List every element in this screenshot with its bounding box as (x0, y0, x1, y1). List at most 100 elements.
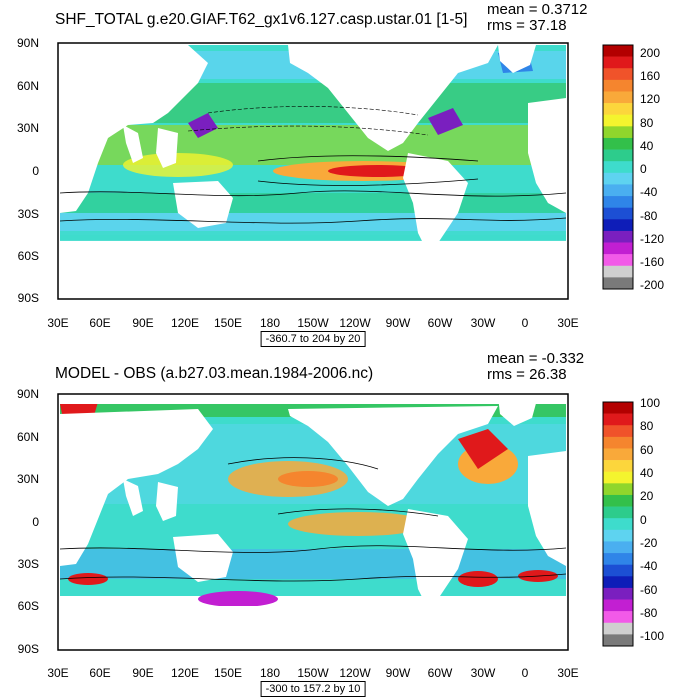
colorbar-swatch (603, 413, 633, 426)
y-label: 60S (17, 599, 39, 613)
map-panel-shf-total: SHF_TOTAL g.e20.GIAF.T62_gx1v6.127.casp.… (16, 1, 665, 347)
colorbar-swatch (603, 265, 633, 278)
x-label: 180 (259, 316, 281, 330)
colorbar-label: -120 (640, 232, 665, 246)
colorbar-label: 80 (640, 419, 654, 433)
mean-value: mean = -0.332 (487, 350, 585, 367)
colorbar (602, 44, 634, 290)
colorbar-swatch (603, 79, 633, 92)
x-label: 150E (213, 666, 243, 680)
y-label: 30S (17, 557, 39, 571)
colorbar-swatch (603, 494, 633, 507)
colorbar-label: -80 (640, 209, 658, 223)
colorbar-swatch (603, 506, 633, 519)
x-label: 120E (170, 666, 200, 680)
colorbar-label: 40 (640, 139, 654, 153)
y-label: 30S (17, 207, 39, 221)
colorbar-label: -40 (640, 185, 658, 199)
colorbar-label: -60 (640, 583, 658, 597)
x-label: 150E (213, 316, 243, 330)
colorbar-swatch (603, 68, 633, 81)
x-label: 30E (557, 666, 579, 680)
colorbar-label: -40 (640, 559, 658, 573)
colorbar-swatch (603, 576, 633, 589)
colorbar-label: 200 (640, 46, 661, 60)
x-label: 60E (89, 666, 111, 680)
x-label: 30E (47, 316, 69, 330)
x-label: 0 (521, 666, 529, 680)
colorbar-swatch (603, 184, 633, 197)
rms-value: rms = 37.18 (487, 17, 567, 34)
colorbar-label: -20 (640, 536, 658, 550)
y-label: 90S (17, 291, 39, 305)
x-label: 120W (339, 666, 371, 680)
map-plot (57, 42, 569, 300)
x-label: 60W (427, 666, 453, 680)
x-label: 150W (297, 666, 329, 680)
colorbar-swatch (603, 518, 633, 531)
y-label: 60N (16, 79, 39, 93)
colorbar-swatch (603, 45, 633, 57)
y-label: 60S (17, 249, 39, 263)
y-label: 90N (16, 387, 39, 401)
x-label: 120W (339, 316, 371, 330)
colorbar-swatch (603, 634, 633, 647)
colorbar-swatch (603, 254, 633, 267)
colorbar-label: 160 (640, 69, 661, 83)
colorbar-label: 40 (640, 466, 654, 480)
contour-range-box: -360.7 to 204 by 20 (260, 331, 366, 347)
x-label: 60W (427, 316, 453, 330)
colorbar-swatch (603, 471, 633, 484)
colorbar-swatch (603, 126, 633, 139)
colorbar-label: 0 (640, 513, 647, 527)
colorbar-swatch (603, 91, 633, 104)
colorbar-label: -80 (640, 606, 658, 620)
colorbar-swatch (603, 161, 633, 174)
x-label: 30W (470, 316, 496, 330)
colorbar-swatch (603, 564, 633, 577)
panel-title: MODEL - OBS (a.b27.03.mean.1984-2006.nc) (55, 365, 374, 382)
colorbar-swatch (603, 402, 633, 414)
colorbar-swatch (603, 448, 633, 461)
map-plot (57, 393, 569, 651)
colorbar-swatch (603, 425, 633, 438)
y-label: 90S (17, 642, 39, 656)
contour-range-box: -300 to 157.2 by 10 (260, 681, 366, 697)
colorbar-swatch (603, 56, 633, 69)
x-label: 30E (47, 666, 69, 680)
colorbar-swatch (603, 277, 633, 290)
colorbar-swatch (603, 103, 633, 116)
colorbar-swatch (603, 242, 633, 255)
y-label: 0 (32, 515, 39, 529)
colorbar-swatch (603, 611, 633, 624)
x-label: 90W (385, 666, 411, 680)
colorbar-swatch (603, 622, 633, 635)
colorbar-swatch (603, 196, 633, 208)
colorbar-label: 100 (640, 396, 661, 410)
colorbar-swatch (603, 114, 633, 127)
colorbar-swatch (603, 149, 633, 162)
x-label: 30W (470, 666, 496, 680)
colorbar (602, 401, 634, 647)
colorbar-swatch (603, 436, 633, 449)
colorbar-swatch (603, 219, 633, 232)
colorbar-swatch (603, 137, 633, 150)
colorbar-swatch (603, 460, 633, 473)
x-label: 90W (385, 316, 411, 330)
y-label: 60N (16, 430, 39, 444)
colorbar-label: -160 (640, 255, 665, 269)
colorbar-swatch (603, 541, 633, 554)
colorbar-label: -100 (640, 629, 665, 643)
colorbar-swatch (603, 207, 633, 220)
colorbar-swatch (603, 599, 633, 612)
colorbar-swatch (603, 230, 633, 243)
map-panel-model-minus-obs: MODEL - OBS (a.b27.03.mean.1984-2006.nc)… (0, 350, 700, 700)
colorbar-frame (602, 44, 634, 290)
rms-value: rms = 26.38 (487, 366, 567, 383)
x-label: 0 (521, 316, 529, 330)
colorbar-swatch (603, 172, 633, 185)
colorbar-label: 120 (640, 92, 661, 106)
x-label: 90E (132, 666, 154, 680)
colorbar-frame (602, 401, 634, 647)
x-label: 120E (170, 316, 200, 330)
